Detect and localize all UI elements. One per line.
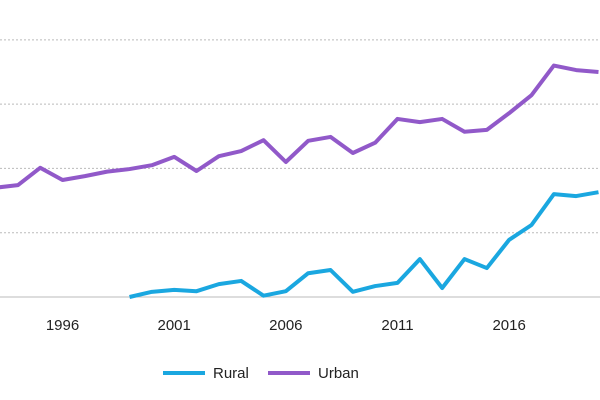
- x-tick-label: 2016: [492, 317, 525, 334]
- x-tick-label: 2006: [269, 317, 302, 334]
- x-axis: 1996 2001 2006 2011 2016: [46, 317, 526, 334]
- series-line: [129, 190, 599, 299]
- x-tick-label: 1996: [46, 317, 79, 334]
- x-tick-label: 2001: [158, 317, 191, 334]
- x-tick-label: 2011: [381, 317, 413, 334]
- plot-area: [0, 63, 599, 299]
- legend-label: Urban: [318, 365, 359, 382]
- grid: [0, 39, 600, 298]
- legend-label: Rural: [213, 365, 249, 382]
- legend: Rural Urban: [163, 365, 359, 382]
- series-line: [0, 63, 599, 190]
